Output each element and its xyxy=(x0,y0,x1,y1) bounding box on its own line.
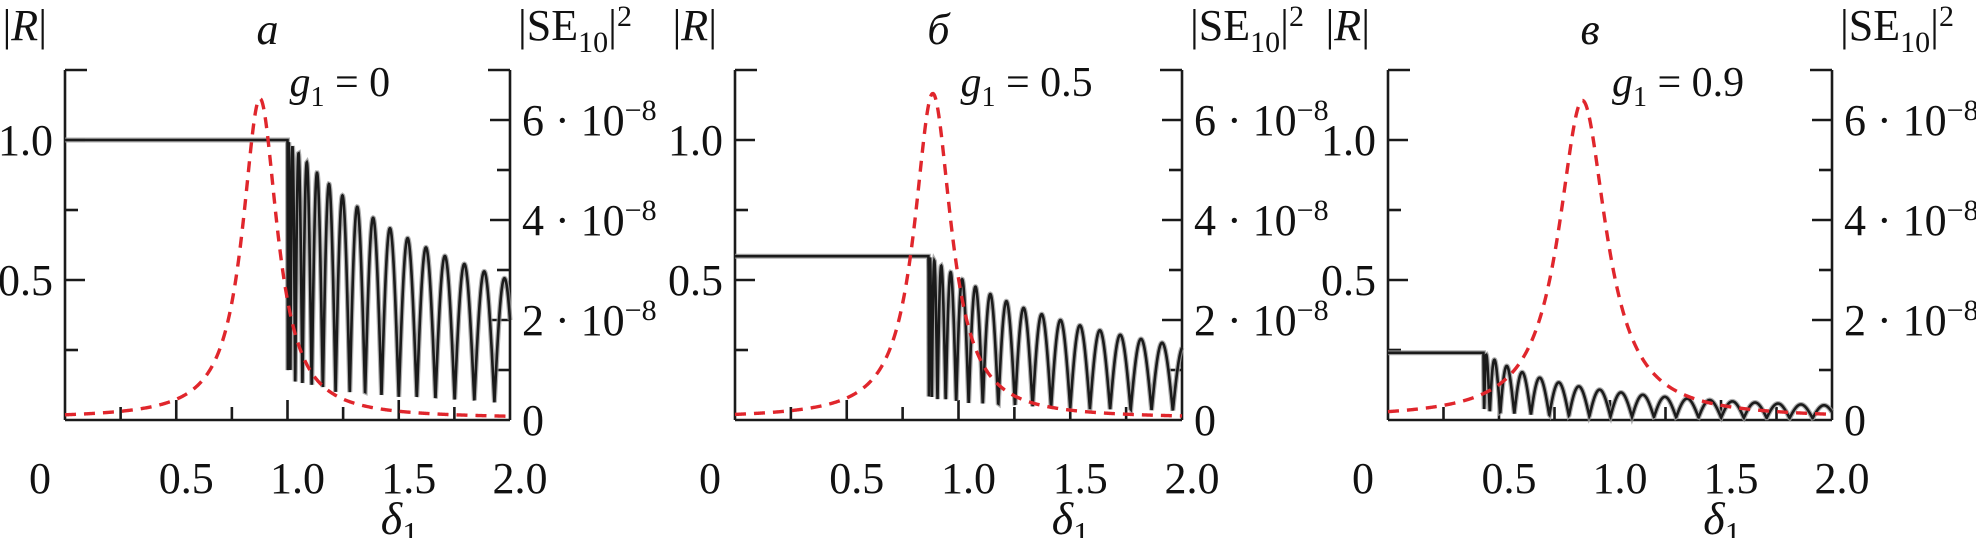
y-right-tick-label: 6 · 10−8 xyxy=(522,94,657,145)
x-tick-label: 1.0 xyxy=(1593,454,1648,503)
y-right-tick-label: 2 · 10−8 xyxy=(522,294,657,345)
y-right-tick-label: 4 · 10−8 xyxy=(522,194,657,245)
panel-a-group: 0 0.5 1.0 1.5 2.0 δ1 0.5 1.0 |R| 0 2 · 10−8 4 · 10−… xyxy=(0,0,657,538)
reflection-curve-halo xyxy=(1388,350,1835,425)
y-right-tick-label: 4 · 10−8 xyxy=(1194,194,1329,245)
y-left-tick-label: 0.5 xyxy=(0,256,53,305)
condition-label: g1 = 0 xyxy=(290,60,391,113)
x-tick-label: 0 xyxy=(699,454,721,503)
y-left-tick-label: 1.0 xyxy=(0,116,53,165)
x-tick-label: 1.0 xyxy=(941,454,996,503)
y-right-tick-label: 2 · 10−8 xyxy=(1844,294,1976,345)
x-tick-label: 1.0 xyxy=(270,454,325,503)
reflection-curve xyxy=(735,254,1184,413)
excited-field-curve xyxy=(734,91,1183,418)
y-right-tick-label: 2 · 10−8 xyxy=(1194,294,1329,345)
y-left-axis-label: |R| xyxy=(672,1,717,50)
panel-letter: в xyxy=(1580,5,1599,54)
y-left-tick-label: 1.0 xyxy=(1321,116,1376,165)
y-right-axis-label: |SE10|2 xyxy=(1190,0,1304,59)
condition-label: g1 = 0.9 xyxy=(1612,60,1744,113)
excited-field-curve xyxy=(1387,98,1833,416)
y-left-tick-label: 0.5 xyxy=(668,256,723,305)
x-tick-label: 0 xyxy=(29,454,51,503)
y-right-axis-label: |SE10|2 xyxy=(518,0,632,59)
y-right-tick-label: 0 xyxy=(1194,396,1216,445)
x-tick-label: 0.5 xyxy=(829,454,884,503)
y-right-tick-label: 0 xyxy=(522,396,544,445)
y-left-tick-label: 0.5 xyxy=(1321,256,1376,305)
x-axis-label: δ1 xyxy=(381,493,418,538)
x-tick-label: 2.0 xyxy=(1165,454,1220,503)
y-left-tick-label: 1.0 xyxy=(668,116,723,165)
y-right-axis-label: |SE10|2 xyxy=(1840,0,1954,59)
x-tick-label: 0 xyxy=(1352,454,1374,503)
x-tick-label: 1.5 xyxy=(1053,454,1108,503)
panel-v-group: 0 0.5 1.0 1.5 2.0 δ1 0.5 1.0 |R| 0 2 · 10−8 4 · 10−… xyxy=(1321,0,1976,538)
y-right-tick-label: 6 · 10−8 xyxy=(1844,94,1976,145)
y-right-tick-label: 6 · 10−8 xyxy=(1194,94,1329,145)
x-tick-label: 1.5 xyxy=(1704,454,1759,503)
condition-label: g1 = 0.5 xyxy=(961,60,1093,113)
reflection-curve xyxy=(65,138,512,403)
x-tick-label: 2.0 xyxy=(1815,454,1870,503)
panel-b-group: 0 0.5 1.0 1.5 2.0 δ1 0.5 1.0 |R| 0 2 · 10−8 4 · 10−… xyxy=(668,0,1329,538)
y-right-tick-label: 4 · 10−8 xyxy=(1844,194,1976,245)
x-axis-label: δ1 xyxy=(1703,493,1740,538)
x-tick-label: 1.5 xyxy=(381,454,436,503)
reflection-curve xyxy=(1388,351,1834,421)
panel-letter: б xyxy=(927,5,951,54)
x-tick-label: 2.0 xyxy=(493,454,548,503)
y-left-axis-label: |R| xyxy=(2,1,47,50)
x-axis-label: δ1 xyxy=(1052,493,1089,538)
x-tick-label: 0.5 xyxy=(1482,454,1537,503)
panel-letter: а xyxy=(257,5,279,54)
y-left-axis-label: |R| xyxy=(1325,1,1370,50)
x-tick-label: 0.5 xyxy=(159,454,214,503)
y-right-tick-label: 0 xyxy=(1844,396,1866,445)
